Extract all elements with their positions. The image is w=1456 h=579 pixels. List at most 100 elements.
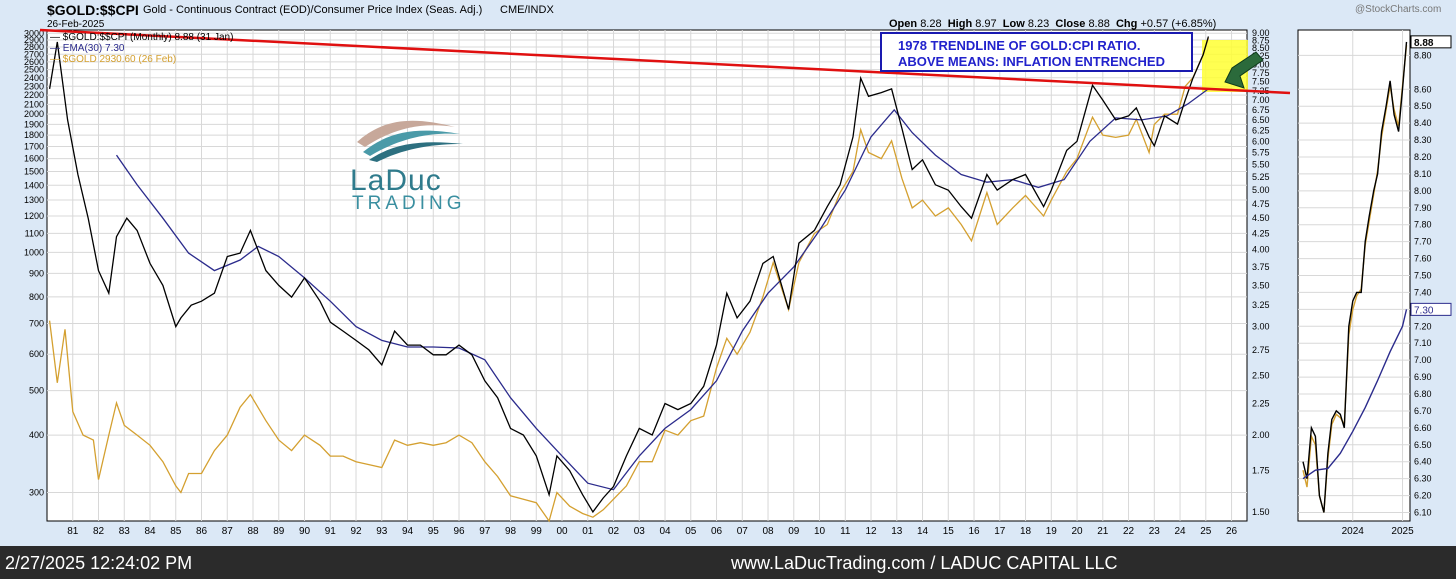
x-tick-label: 10 (814, 526, 826, 537)
left-tick-label: 400 (29, 430, 44, 440)
close-value: 8.88 (1088, 18, 1110, 30)
zoom-tick-label: 8.80 (1414, 50, 1432, 60)
right-tick-label: 8.25 (1252, 51, 1270, 61)
zoom-tick-label: 8.30 (1414, 135, 1432, 145)
left-tick-label: 2700 (24, 49, 44, 59)
trendline-annotation: 1978 TRENDLINE OF GOLD:CPI RATIO. ABOVE … (880, 32, 1193, 72)
right-tick-label: 4.00 (1252, 245, 1270, 255)
stockcharts-watermark: @StockCharts.com (1355, 4, 1442, 15)
right-tick-label: 7.75 (1252, 68, 1270, 78)
zoom-tick-label: 7.50 (1414, 271, 1432, 281)
left-tick-label: 1100 (25, 228, 44, 238)
right-tick-label: 2.25 (1252, 399, 1270, 409)
right-tick-label: 6.00 (1252, 136, 1270, 146)
high-label: High (947, 18, 973, 30)
left-tick-label: 900 (29, 268, 44, 278)
x-tick-label: 24 (1174, 526, 1186, 537)
annotation-line-1: 1978 TRENDLINE OF GOLD:CPI RATIO. (898, 38, 1141, 53)
x-tick-label: 22 (1123, 526, 1135, 537)
x-tick-label: 00 (556, 526, 568, 537)
right-tick-label: 8.50 (1252, 43, 1270, 53)
x-tick-label: 94 (402, 526, 414, 537)
left-tick-label: 2800 (24, 42, 44, 52)
high-value: 8.97 (975, 18, 997, 30)
logo-waves-icon (357, 120, 463, 162)
chart-date: 26-Feb-2025 (47, 19, 105, 30)
right-tick-label: 5.50 (1252, 160, 1270, 170)
legend-label-ema: EMA(30) 7.30 (62, 43, 125, 54)
legend-label-ratio: $GOLD:$$CPI (Monthly) 8.88 (31 Jan) (62, 32, 234, 43)
left-tick-label: 2200 (24, 90, 44, 100)
main-chart: 3000290028002700260025002400230022002100… (24, 28, 1452, 537)
zoom-tick-label: 6.20 (1414, 491, 1432, 501)
logo-subtitle: TRADING (352, 193, 466, 214)
legend-item-ratio: — $GOLD:$$CPI (Monthly) 8.88 (31 Jan) (50, 32, 234, 43)
left-tick-label: 1600 (24, 154, 44, 164)
x-tick-label: 17 (994, 526, 1006, 537)
zoom-tick-label: 7.00 (1414, 355, 1432, 365)
zoom-series (1302, 41, 1408, 513)
chart-exchange: CME/INDX (500, 4, 554, 16)
right-tick-label: 3.00 (1252, 322, 1270, 332)
x-tick-label: 19 (1046, 526, 1058, 537)
legend-item-gold: — $GOLD 2930.60 (26 Feb) (50, 54, 177, 65)
x-tick-label: 03 (634, 526, 646, 537)
chg-label: Chg (1115, 18, 1138, 30)
right-axis-ticks: 9.008.758.508.258.007.757.507.257.006.75… (1252, 28, 1270, 517)
x-tick-label: 13 (891, 526, 903, 537)
left-tick-label: 2500 (24, 65, 44, 75)
left-tick-label: 2400 (24, 73, 44, 83)
right-tick-label: 7.50 (1252, 77, 1270, 87)
x-tick-label: 92 (350, 526, 362, 537)
x-tick-label: 08 (762, 526, 774, 537)
zoom-tick-label: 6.80 (1414, 389, 1432, 399)
zoom-tick-label: 7.20 (1414, 321, 1432, 331)
zoom-tick-label: 6.70 (1414, 406, 1432, 416)
legend-label-gold: $GOLD 2930.60 (26 Feb) (62, 54, 177, 65)
zoom-y-axis-ticks: 8.80 8.60 8.50 8.40 8.30 8.20 8.10 8.00 7.90 7.80… (1414, 50, 1432, 517)
x-tick-label: 85 (170, 526, 182, 537)
value-label-box (1410, 302, 1452, 316)
trendline (39, 28, 1291, 95)
x-tick-label: 05 (685, 526, 697, 537)
left-tick-label: 3000 (24, 28, 44, 38)
right-tick-label: 5.25 (1252, 172, 1270, 182)
x-tick-label: 87 (222, 526, 234, 537)
x-tick-label: 15 (943, 526, 955, 537)
chart-legend: — $GOLD:$$CPI (Monthly) 8.88 (31 Jan) — … (50, 32, 233, 65)
right-tick-label: 5.75 (1252, 148, 1270, 158)
zoom-tick-label: 6.40 (1414, 457, 1432, 467)
zoom-tick-label: 7.40 (1414, 287, 1432, 297)
x-tick-label: 99 (531, 526, 543, 537)
zoom-tick-label: 8.60 (1414, 84, 1432, 94)
right-tick-label: 4.50 (1252, 213, 1270, 223)
right-tick-label: 6.50 (1252, 115, 1270, 125)
chart-symbol: $GOLD:$$CPI (47, 2, 139, 18)
x-tick-label: 11 (840, 526, 851, 537)
left-tick-label: 700 (29, 319, 44, 329)
arrow-icon (1224, 51, 1264, 89)
open-label: Open (889, 18, 918, 30)
left-tick-label: 300 (29, 487, 44, 497)
left-tick-label: 600 (29, 349, 44, 359)
value-label: 7.30 (1414, 305, 1434, 316)
left-tick-label: 1000 (24, 247, 44, 257)
right-tick-label: 3.50 (1252, 280, 1270, 290)
x-tick-label: 93 (376, 526, 388, 537)
right-tick-label: 8.00 (1252, 59, 1270, 69)
x-tick-label: 18 (1020, 526, 1032, 537)
right-tick-label: 1.50 (1252, 507, 1270, 517)
zoom-x-axis-ticks: 2024 2025 (1342, 526, 1414, 537)
zoom-tick-label: 7.70 (1414, 237, 1432, 247)
right-tick-label: 7.00 (1252, 95, 1270, 105)
x-tick-label: 82 (93, 526, 105, 537)
ohlc-readout: Open 8.28 High 8.97 Low 8.23 Close 8.88 … (889, 18, 1216, 30)
logo-name: LaDuc (350, 164, 442, 197)
footer-site: www.LaDucTrading.com / LADUC CAPITAL LLC (731, 553, 1118, 573)
zoom-tick-label: 8.20 (1414, 152, 1432, 162)
left-tick-label: 500 (29, 386, 44, 396)
series-line-zoom-ratio (1302, 41, 1408, 513)
x-tick-label: 07 (737, 526, 749, 537)
legend-item-ema: — EMA(30) 7.30 (50, 43, 125, 54)
zoom-tick-label: 6.90 (1414, 372, 1432, 382)
